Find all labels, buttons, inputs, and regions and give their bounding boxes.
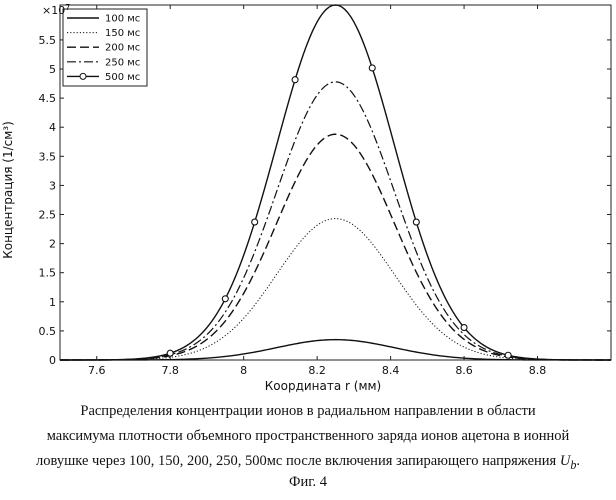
series-marker (413, 219, 419, 225)
voltage-symbol: U (560, 453, 570, 469)
y-tick-label: 2 (49, 238, 56, 251)
legend-marker (80, 73, 86, 79)
y-tick-label: 5 (49, 63, 56, 76)
y-tick-label: 4.5 (39, 92, 57, 105)
y-tick-label: 5.5 (39, 34, 57, 47)
y-tick-label: 4 (49, 121, 56, 134)
y-exponent-power: 7 (65, 3, 70, 12)
series-marker (369, 65, 375, 71)
x-tick-label: 7.8 (161, 364, 179, 377)
x-tick-label: 8.2 (308, 364, 326, 377)
series-line-3 (60, 134, 611, 360)
legend: 100 мс 150 мс 200 мс 250 мс 500 мс (63, 9, 147, 86)
y-tick-label: 0.5 (39, 325, 57, 338)
caption-line-2: максимума плотности объемного пространст… (0, 424, 616, 449)
y-tick-label: 1 (49, 296, 56, 309)
legend-label-4: 250 мс (105, 57, 140, 68)
legend-label-2: 150 мс (105, 28, 140, 39)
series-line-4 (60, 82, 611, 360)
caption-line-3-end: . (576, 453, 580, 469)
series-markers (167, 65, 511, 358)
y-tick-label: 3.5 (39, 150, 57, 163)
figure-caption: Распределения концентрации ионов в радиа… (0, 399, 616, 478)
caption-line-1: Распределения концентрации ионов в радиа… (0, 399, 616, 424)
figure-label: Фиг. 4 (0, 474, 616, 491)
y-axis-label: Концентрация (1/см³) (1, 121, 15, 259)
series-marker (167, 350, 173, 356)
series-line-2 (60, 219, 611, 360)
caption-line-3-text: ловушке через 100, 150, 200, 250, 500мс … (36, 453, 560, 469)
concentration-chart: 7.6 7.8 8 8.2 8.4 8.6 8.8 0 0.5 1 1.5 2 2.5 3 3.5 4 4.5 5… (0, 0, 616, 400)
series-marker (222, 296, 228, 302)
legend-label-3: 200 мс (105, 43, 140, 54)
y-tick-label: 3 (49, 179, 56, 192)
series-marker (505, 352, 511, 358)
legend-label-5: 500 мс (105, 72, 140, 83)
series-marker (252, 219, 258, 225)
series-marker (292, 77, 298, 83)
x-tick-label: 8.6 (455, 364, 473, 377)
series-marker (461, 325, 467, 331)
x-tick-label: 8.4 (382, 364, 400, 377)
x-tick-label: 8 (240, 364, 247, 377)
x-tick-label: 8.8 (529, 364, 547, 377)
legend-label-1: 100 мс (105, 14, 140, 25)
x-axis-label: Координата r (мм) (265, 379, 382, 393)
x-tick-label: 7.6 (88, 364, 106, 377)
y-tick-label: 1.5 (39, 267, 57, 280)
series-line-1 (60, 340, 611, 360)
y-tick-label: 0 (49, 354, 56, 367)
y-tick-label: 2.5 (39, 209, 57, 222)
y-exponent-base: ×10 (42, 4, 65, 17)
